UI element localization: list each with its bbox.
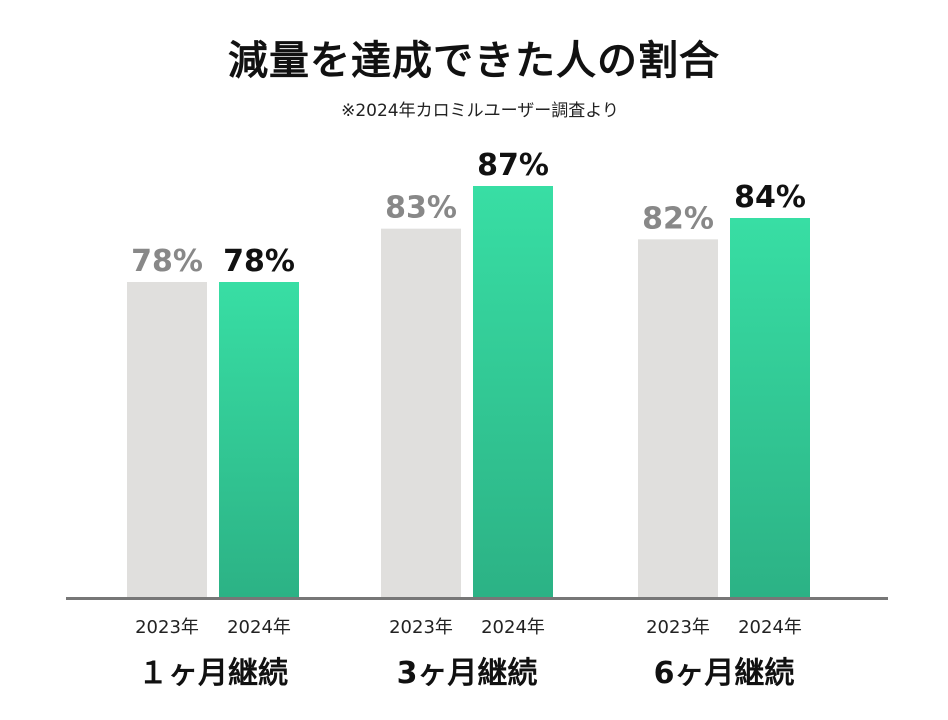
data-label-2023-1: 78% [131, 244, 203, 279]
series-label-2023-2: 2023年 [389, 617, 453, 638]
chart-subtitle: ※2024年カロミルユーザー調査より [341, 101, 619, 121]
series-label-2024-2: 2024年 [481, 617, 545, 638]
bar-2024-1 [219, 282, 299, 597]
bar-2023-1 [127, 282, 207, 597]
data-label-2023-2: 83% [385, 191, 457, 226]
data-label-2024-1: 78% [223, 244, 295, 279]
series-label-2023-3: 2023年 [646, 617, 710, 638]
data-label-2024-3: 84% [734, 180, 806, 215]
category-label-1: １ヶ月継続 [138, 656, 288, 691]
bars-layer [127, 186, 810, 598]
chart-title: 減量を達成できた人の割合 [228, 38, 720, 84]
category-label-2: 3ヶ月継続 [397, 656, 538, 691]
series-label-2023-1: 2023年 [135, 617, 199, 638]
category-label-3: 6ヶ月継続 [654, 656, 795, 691]
bar-2023-3 [638, 239, 718, 598]
bar-2024-2 [473, 186, 553, 597]
series-label-2024-3: 2024年 [738, 617, 802, 638]
data-label-2024-2: 87% [477, 148, 549, 183]
data-label-2023-3: 82% [642, 201, 714, 236]
bar-2024-3 [730, 218, 810, 597]
labels-layer: 78% 2023年 78% 2024年 １ヶ月継続 83% 2023年 87% 2024年 3ヶ月… [131, 148, 806, 691]
series-label-2024-1: 2024年 [227, 617, 291, 638]
bar-2023-2 [381, 228, 461, 597]
